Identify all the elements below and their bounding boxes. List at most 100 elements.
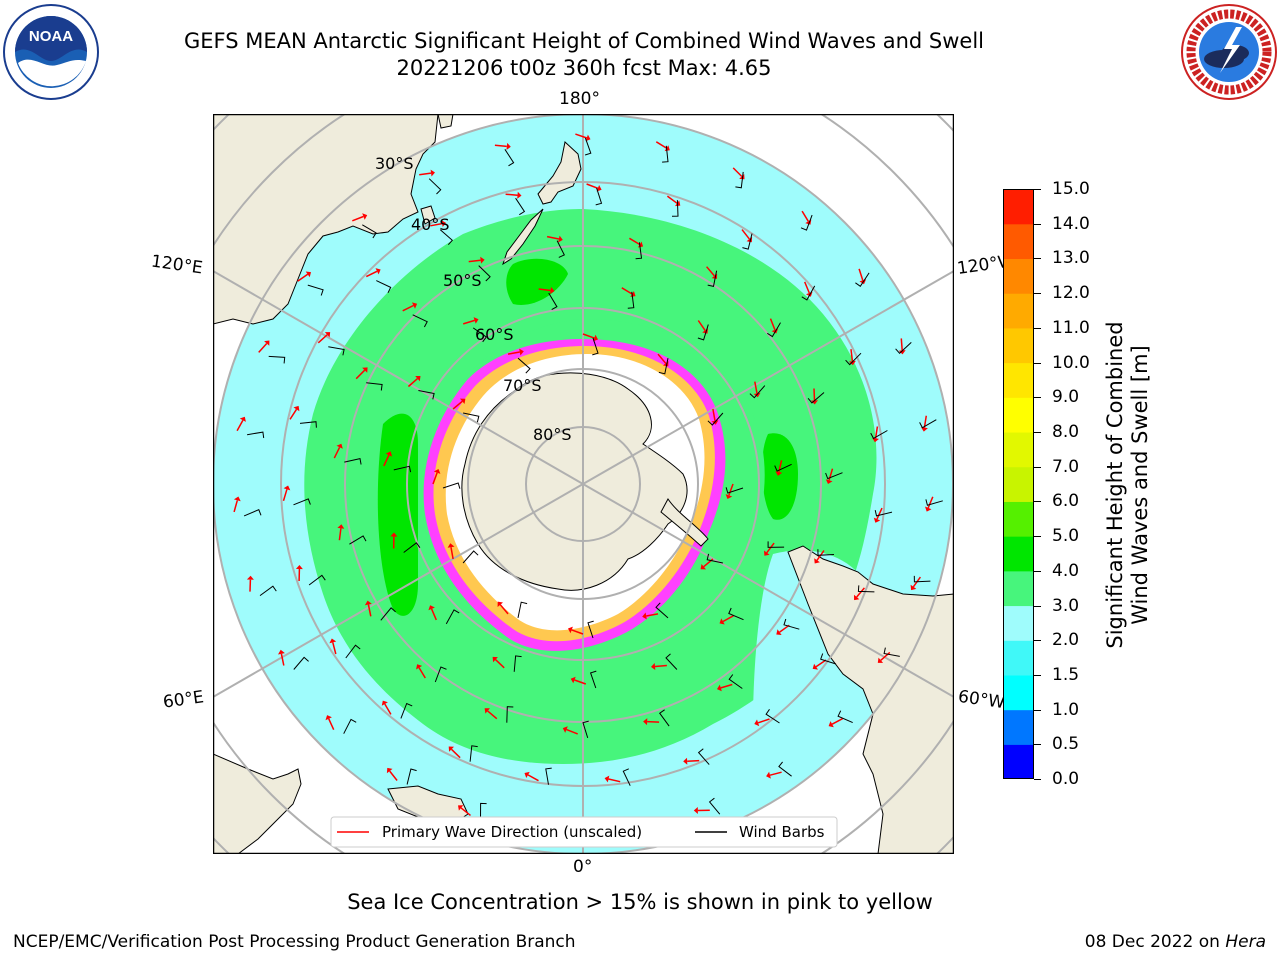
wave-arrow bbox=[468, 259, 481, 263]
wind-barb bbox=[655, 602, 669, 619]
wave-arrowhead bbox=[643, 718, 648, 726]
wave-arrowhead bbox=[246, 575, 254, 580]
colorbar-tick-label: 10.0 bbox=[1052, 352, 1090, 373]
colorbar-tick-mark bbox=[1034, 605, 1041, 607]
antarctica bbox=[461, 372, 688, 591]
wind-barb bbox=[582, 720, 589, 739]
wind-barb bbox=[362, 224, 377, 239]
svg-text:NOAA: NOAA bbox=[29, 28, 73, 45]
wave-arrow bbox=[657, 353, 667, 364]
wave-arrowhead bbox=[812, 663, 818, 670]
wave-arrowhead bbox=[375, 268, 381, 275]
wave-arrowhead bbox=[239, 416, 246, 422]
wave-arrowhead bbox=[519, 348, 524, 356]
colorbar-tick-label: 7.0 bbox=[1052, 456, 1080, 477]
wave-arrow bbox=[430, 608, 437, 621]
wave-arrowhead bbox=[811, 400, 818, 405]
wave-arrow bbox=[575, 133, 588, 139]
colorbar-segment bbox=[1003, 397, 1034, 433]
wave-arrow bbox=[769, 771, 782, 776]
colorbar-tick-mark bbox=[1034, 640, 1041, 642]
colorbar-tick-label: 13.0 bbox=[1052, 248, 1090, 269]
colorbar-tick-label: 12.0 bbox=[1052, 283, 1090, 304]
wave-arrow bbox=[546, 235, 560, 240]
colorbar-tick-mark bbox=[1034, 744, 1041, 746]
wind-barb bbox=[800, 214, 813, 231]
lat-label-60s: 60°S bbox=[475, 325, 514, 344]
wave-arrowhead bbox=[921, 427, 928, 432]
wave-arrowhead bbox=[637, 241, 644, 248]
wind-barb bbox=[728, 674, 743, 689]
wave-arrow bbox=[487, 710, 498, 720]
credit-text: NCEP/EMC/Verification Post Processing Pr… bbox=[13, 932, 576, 952]
wave-arrowhead bbox=[337, 524, 345, 529]
wave-arrow bbox=[418, 667, 426, 679]
wave-arrowhead bbox=[630, 291, 636, 297]
wave-arrow bbox=[574, 679, 587, 685]
lon-label-180: 180° bbox=[559, 89, 600, 109]
wave-arrow bbox=[629, 237, 641, 246]
wind-barb bbox=[728, 607, 744, 621]
wind-barb bbox=[472, 327, 488, 343]
wind-barb bbox=[434, 666, 447, 683]
wave-arrow bbox=[407, 378, 418, 388]
wave-arrowhead bbox=[428, 605, 435, 611]
wave-arrowhead bbox=[814, 558, 820, 564]
wave-arrow bbox=[507, 351, 520, 355]
wave-arrow bbox=[383, 454, 390, 467]
wind-barb bbox=[622, 768, 631, 786]
wave-arrow bbox=[801, 210, 809, 222]
wind-barb bbox=[697, 748, 710, 765]
wind-barb bbox=[857, 585, 875, 593]
wind-barb bbox=[299, 421, 317, 428]
wave-arrowhead bbox=[642, 612, 647, 620]
wave-arrow bbox=[728, 483, 734, 496]
wind-barb bbox=[439, 229, 454, 246]
colorbar-segment bbox=[1003, 466, 1034, 502]
wave-arrow bbox=[365, 270, 378, 278]
wind-barb bbox=[837, 710, 853, 724]
wave-arrow bbox=[858, 268, 864, 281]
wave-arrow bbox=[527, 774, 539, 782]
wind-barb bbox=[697, 324, 709, 341]
wave-arrow bbox=[432, 472, 438, 485]
wind-barb bbox=[548, 292, 558, 311]
wave-arrowhead bbox=[898, 350, 906, 355]
wind-barb bbox=[259, 585, 277, 597]
wave-arrow bbox=[280, 653, 285, 666]
wave-arrowhead bbox=[775, 471, 783, 476]
wave-arrow bbox=[586, 183, 599, 190]
wind-barb bbox=[247, 431, 265, 439]
colorbar-tick-label: 1.0 bbox=[1052, 699, 1080, 720]
colorbar-tick-mark bbox=[1034, 709, 1041, 711]
wave-arrow bbox=[452, 400, 463, 410]
colorbar-tick-label: 11.0 bbox=[1052, 317, 1090, 338]
lon-label-120e: 120°E bbox=[149, 251, 204, 279]
wave-arrowhead bbox=[877, 657, 884, 663]
sea-ice-note: Sea Ice Concentration > 15% is shown in … bbox=[347, 890, 933, 914]
colorbar-tick-mark bbox=[1034, 674, 1041, 676]
wave-arrowhead bbox=[872, 437, 879, 443]
wave-arrow bbox=[856, 587, 865, 598]
legend-label-wave: Primary Wave Direction (unscaled) bbox=[382, 823, 642, 841]
wave-arrowhead bbox=[336, 443, 343, 449]
chart-title: GEFS MEAN Antarctic Significant Height o… bbox=[183, 29, 985, 53]
wind-barb bbox=[349, 535, 367, 545]
wind-barb bbox=[801, 285, 816, 301]
colorbar-tick-label: 14.0 bbox=[1052, 213, 1090, 234]
wave-arrow bbox=[571, 629, 584, 635]
wind-barb bbox=[343, 718, 357, 734]
noaa-logo: NOAA bbox=[3, 4, 99, 100]
wave-arrow bbox=[687, 759, 700, 762]
wind-barb bbox=[406, 768, 417, 785]
wave-arrow bbox=[757, 718, 770, 724]
wave-arrowhead bbox=[362, 367, 368, 373]
colorbar-tick-mark bbox=[1034, 536, 1041, 538]
wave-arrow bbox=[621, 287, 633, 295]
wave-arrowhead bbox=[828, 721, 834, 728]
wind-barb bbox=[243, 509, 262, 517]
wave-arrowhead bbox=[416, 664, 423, 670]
wave-arrowhead bbox=[385, 451, 393, 457]
colorbar-segment bbox=[1003, 362, 1034, 398]
wave-arrow bbox=[880, 651, 891, 661]
